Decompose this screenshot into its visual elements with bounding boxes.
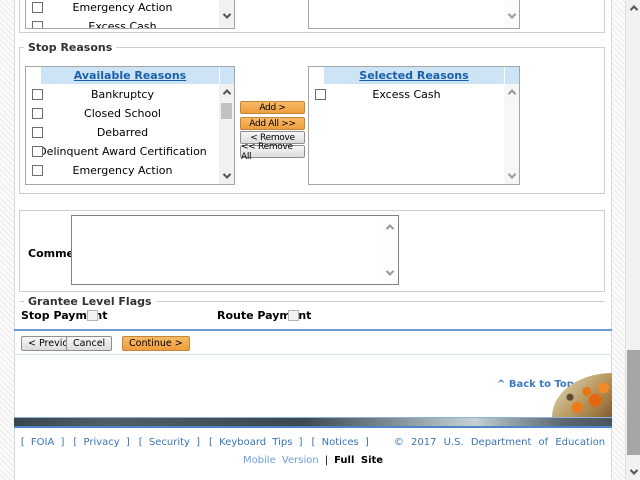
list-item[interactable]: Emergency Action (26, 161, 219, 180)
upper-available-reasons-list: Emergency Action Excess Cash (25, 0, 235, 29)
scroll-down-button[interactable] (219, 8, 234, 24)
selected-reasons-list: Selected Reasons Excess Cash (308, 66, 520, 185)
continue-button[interactable]: Continue > (122, 336, 190, 351)
upper-selected-reasons-list (308, 0, 520, 29)
stop-payment-label: Stop Payment (21, 309, 108, 322)
chevron-down-icon (507, 10, 516, 19)
remove-all-button[interactable]: << Remove All (240, 142, 305, 162)
scrollbar-thumb[interactable] (221, 103, 232, 119)
list-item[interactable]: Emergency Action (26, 0, 219, 17)
footer-decoration-band (14, 417, 612, 426)
scroll-down-button[interactable] (504, 168, 519, 184)
grantee-flags-legend: Grantee Level Flags (28, 295, 152, 308)
security-link[interactable]: [ Security ] (138, 437, 201, 448)
scroll-up-button[interactable] (504, 84, 519, 100)
scroll-up-button[interactable] (626, 0, 640, 16)
selected-reasons-header-link[interactable]: Selected Reasons (359, 69, 469, 82)
grantee-flags-fieldset: Grantee Level Flags (19, 295, 605, 329)
scrollbar[interactable] (219, 0, 234, 28)
list-item[interactable]: Delinquent Award Certification (26, 142, 219, 161)
selected-reasons-header: Selected Reasons (309, 67, 519, 84)
available-reasons-header: Available Reasons (26, 67, 234, 84)
list-item[interactable]: Bankruptcy (26, 85, 219, 104)
keyboard-tips-link[interactable]: [ Keyboard Tips ] (209, 437, 303, 448)
mobile-version-link[interactable]: Mobile Version (242, 455, 319, 466)
scrollbar[interactable] (382, 217, 397, 283)
scroll-down-button[interactable] (219, 168, 234, 184)
footer-site-row: Mobile Version | Full Site (14, 455, 612, 466)
footer-band-line (14, 426, 612, 428)
list-item-label: Emergency Action (72, 164, 173, 177)
list-item-label: Closed School (84, 107, 161, 120)
chevron-up-icon (385, 224, 394, 233)
list-item[interactable]: Debarred (26, 123, 219, 142)
list-item-label: Debarred (96, 126, 149, 139)
copyright-text: © 2017 U.S. Department of Education (393, 437, 606, 448)
back-to-top-link[interactable]: ^ Back to Top (497, 379, 574, 390)
available-reasons-header-link[interactable]: Available Reasons (73, 69, 187, 82)
list-item-label: Excess Cash (372, 88, 441, 101)
checkbox[interactable] (32, 145, 43, 157)
stop-payment-checkbox[interactable] (87, 310, 98, 321)
scrollbar[interactable] (504, 84, 519, 184)
chevron-down-icon (507, 170, 516, 179)
comments-textarea[interactable] (71, 215, 399, 285)
list-item-label: Excess Cash (88, 183, 156, 184)
notices-link[interactable]: [ Notices ] (311, 437, 369, 448)
checkbox[interactable] (32, 183, 43, 184)
remove-button[interactable]: < Remove (240, 131, 305, 144)
scroll-up-button[interactable] (219, 84, 234, 100)
scrollbar[interactable] (504, 0, 519, 28)
bottom-divider (14, 354, 612, 355)
checkbox[interactable] (315, 88, 326, 100)
available-reasons-list: Available Reasons Bankruptcy Closed Scho… (25, 66, 235, 185)
add-button[interactable]: Add > (240, 101, 305, 114)
list-item-label: Delinquent Award Certification (38, 145, 207, 158)
cancel-button[interactable]: Cancel (66, 336, 113, 351)
chevron-down-icon (222, 10, 231, 19)
checkbox[interactable] (32, 1, 43, 13)
list-item-label: Emergency Action (72, 1, 173, 14)
window-scrollbar[interactable] (625, 0, 640, 480)
list-item[interactable]: Excess Cash (309, 85, 504, 104)
list-item[interactable]: Excess Cash (26, 180, 219, 184)
scroll-down-button[interactable] (382, 265, 397, 281)
full-site-text: Full Site (334, 455, 384, 466)
footer-separator: | (324, 455, 329, 466)
checkbox[interactable] (32, 126, 43, 138)
scrollbar-thumb[interactable] (627, 350, 640, 455)
chevron-down-icon (629, 466, 638, 475)
checkbox[interactable] (32, 20, 43, 28)
scroll-up-button[interactable] (382, 219, 397, 235)
add-all-button[interactable]: Add All >> (240, 117, 305, 130)
scrollbar[interactable] (219, 84, 234, 184)
section-divider (14, 329, 612, 331)
foia-link[interactable]: [ FOIA ] (20, 437, 65, 448)
chevron-down-icon (222, 170, 231, 179)
chevron-up-icon (507, 89, 516, 98)
list-item[interactable]: Closed School (26, 104, 219, 123)
list-item[interactable]: Excess Cash (26, 17, 219, 29)
scroll-down-button[interactable] (504, 8, 519, 24)
checkbox[interactable] (32, 107, 43, 119)
route-payment-label: Route Payment (217, 309, 312, 322)
route-payment-checkbox[interactable] (288, 310, 299, 321)
list-item-label: Excess Cash (88, 20, 157, 29)
list-item-label: Bankruptcy (91, 88, 154, 101)
chevron-down-icon (385, 267, 394, 276)
comments-section: Comments (19, 210, 605, 292)
footer-links-row: [ FOIA ] [ Privacy ] [ Security ] [ Keyb… (14, 437, 612, 448)
privacy-link[interactable]: [ Privacy ] (73, 437, 130, 448)
stop-reasons-legend: Stop Reasons (28, 41, 113, 54)
chevron-up-icon (222, 89, 231, 98)
scroll-down-button[interactable] (626, 464, 640, 480)
checkbox[interactable] (32, 88, 43, 100)
checkbox[interactable] (32, 164, 43, 176)
chevron-up-icon (629, 5, 638, 14)
